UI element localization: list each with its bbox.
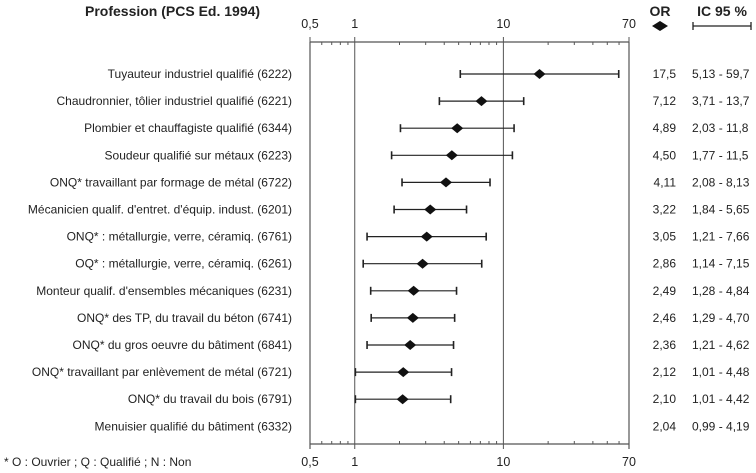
ci-value: 5,13 - 59,7 bbox=[692, 67, 750, 81]
row-label: ONQ* travaillant par enlèvement de métal… bbox=[32, 365, 292, 379]
ci-value: 1,14 - 7,15 bbox=[692, 257, 750, 271]
or-point-diamond bbox=[397, 367, 410, 378]
ci-value: 1,29 - 4,70 bbox=[692, 311, 750, 325]
or-point-diamond bbox=[420, 231, 433, 242]
or-legend-diamond-icon bbox=[652, 21, 668, 31]
forest-row: Plombier et chauffagiste qualifié (6344)… bbox=[84, 121, 749, 135]
ci-value: 2,08 - 8,13 bbox=[692, 175, 750, 189]
forest-row: ONQ* : métallurgie, verre, céramiq. (676… bbox=[67, 230, 750, 244]
or-value: 17,5 bbox=[653, 67, 677, 81]
or-point-diamond bbox=[451, 123, 464, 134]
forest-row: ONQ* travaillant par enlèvement de métal… bbox=[32, 365, 750, 379]
bottom-tick-label: 70 bbox=[622, 455, 636, 469]
or-value: 2,46 bbox=[653, 311, 677, 325]
forest-row: ONQ* travaillant par formage de métal (6… bbox=[50, 175, 750, 189]
or-value: 4,11 bbox=[654, 175, 677, 189]
ci-value: 1,77 - 11,5 bbox=[692, 148, 749, 162]
ci-value: 0,99 - 4,19 bbox=[692, 419, 750, 433]
ci-value: 1,84 - 5,65 bbox=[692, 203, 750, 217]
forest-row: ONQ* du travail du bois (6791) 2,10 1,01 -… bbox=[128, 392, 750, 406]
ci-column-header: IC 95 % bbox=[697, 3, 747, 19]
row-label: Chaudronnier, tôlier industriel qualifié… bbox=[57, 94, 292, 108]
or-point-diamond bbox=[407, 285, 420, 296]
forest-row: Monteur qualif. d'ensembles mécaniques (… bbox=[36, 284, 749, 298]
bottom-tick-label: 0,5 bbox=[301, 455, 318, 469]
or-column-header: OR bbox=[650, 3, 671, 19]
forest-row: Soudeur qualifié sur métaux (6223) 4,50 1,… bbox=[105, 148, 749, 162]
ci-value: 1,28 - 4,84 bbox=[692, 284, 750, 298]
or-point-diamond bbox=[533, 69, 546, 79]
forest-row: Menuisier qualifié du bâtiment (6332) 2,0… bbox=[95, 419, 750, 433]
row-label: ONQ* travaillant par formage de métal (6… bbox=[50, 175, 292, 189]
chart-title: Profession (PCS Ed. 1994) bbox=[85, 3, 260, 19]
row-label: ONQ* du gros oeuvre du bâtiment (6841) bbox=[73, 338, 292, 352]
row-label: Menuisier qualifié du bâtiment (6332) bbox=[95, 419, 292, 433]
or-value: 2,86 bbox=[653, 257, 677, 271]
top-tick-label: 0,5 bbox=[301, 17, 318, 31]
ci-legend-icon bbox=[692, 22, 752, 30]
forest-row: ONQ* du gros oeuvre du bâtiment (6841) 2,… bbox=[73, 338, 750, 352]
or-value: 2,12 bbox=[653, 365, 677, 379]
row-label: Mécanicien qualif. d'entret. d'équip. in… bbox=[28, 203, 292, 217]
row-label: Plombier et chauffagiste qualifié (6344) bbox=[84, 121, 292, 135]
or-point-diamond bbox=[424, 204, 437, 215]
or-value: 3,05 bbox=[653, 230, 677, 244]
or-value: 2,36 bbox=[653, 338, 677, 352]
or-value: 7,12 bbox=[653, 94, 677, 108]
ci-value: 1,01 - 4,48 bbox=[692, 365, 750, 379]
ci-value: 1,01 - 4,42 bbox=[692, 392, 750, 406]
row-label: Tuyauteur industriel qualifié (6222) bbox=[108, 67, 292, 81]
or-value: 2,04 bbox=[653, 419, 677, 433]
or-point-diamond bbox=[406, 312, 419, 323]
forest-row: Mécanicien qualif. d'entret. d'équip. in… bbox=[28, 203, 750, 217]
or-value: 4,89 bbox=[653, 121, 677, 135]
or-point-diamond bbox=[416, 258, 429, 269]
row-label: ONQ* des TP, du travail du béton (6741) bbox=[77, 311, 292, 325]
ci-value: 1,21 - 7,66 bbox=[692, 230, 750, 244]
or-point-diamond bbox=[475, 96, 488, 107]
or-value: 3,22 bbox=[653, 203, 677, 217]
forest-row: OQ* : métallurgie, verre, céramiq. (6261… bbox=[75, 257, 749, 271]
or-value: 2,10 bbox=[653, 392, 677, 406]
row-label: ONQ* : métallurgie, verre, céramiq. (676… bbox=[67, 230, 292, 244]
or-point-diamond bbox=[404, 340, 417, 350]
row-label: Monteur qualif. d'ensembles mécaniques (… bbox=[36, 284, 292, 298]
footnote: * O : Ouvrier ; Q : Qualifié ; N : Non bbox=[4, 455, 191, 469]
ci-value: 1,21 - 4,62 bbox=[692, 338, 750, 352]
or-value: 4,50 bbox=[653, 148, 677, 162]
or-point-diamond bbox=[396, 394, 409, 405]
bottom-tick-label: 1 bbox=[351, 455, 358, 469]
row-label: OQ* : métallurgie, verre, céramiq. (6261… bbox=[75, 257, 292, 271]
top-tick-label: 10 bbox=[496, 17, 510, 31]
or-point-diamond bbox=[439, 177, 452, 188]
row-label: ONQ* du travail du bois (6791) bbox=[128, 392, 292, 406]
top-tick-label: 1 bbox=[351, 17, 358, 31]
forest-row: Chaudronnier, tôlier industriel qualifié… bbox=[57, 94, 750, 108]
top-tick-label: 70 bbox=[622, 17, 636, 31]
or-point-diamond bbox=[445, 150, 458, 161]
forest-row: Tuyauteur industriel qualifié (6222) 17,5… bbox=[108, 67, 750, 81]
bottom-tick-label: 10 bbox=[496, 455, 510, 469]
forest-row: ONQ* des TP, du travail du béton (6741) 2… bbox=[77, 311, 750, 325]
ci-value: 3,71 - 13,7 bbox=[692, 94, 750, 108]
row-label: Soudeur qualifié sur métaux (6223) bbox=[105, 148, 292, 162]
ci-value: 2,03 - 11,8 bbox=[692, 121, 749, 135]
or-value: 2,49 bbox=[653, 284, 677, 298]
